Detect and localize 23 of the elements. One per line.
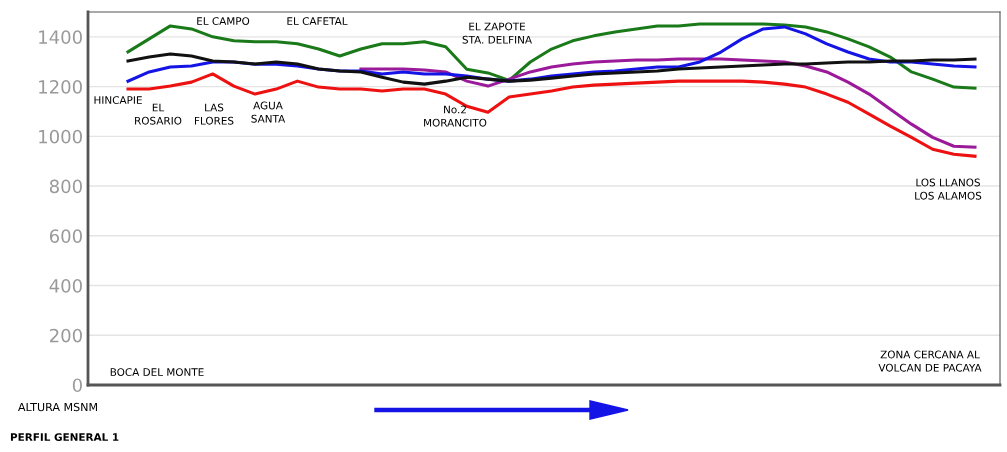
y-tick-label: 600 <box>49 229 82 243</box>
y-tick-label: 200 <box>50 328 82 343</box>
y-tick-label: 800 <box>49 179 82 194</box>
y-tick-label: 1400 <box>39 30 82 44</box>
y-axis-title: ALTURA MSNM <box>18 402 97 412</box>
annotation: EL CAFETAL <box>287 17 348 26</box>
line-series <box>359 57 977 149</box>
annotation: BOCA DEL MONTE <box>110 368 204 377</box>
annotation: LAS FLORES <box>195 103 234 125</box>
annotation: EL CAMPO <box>197 17 250 26</box>
annotation: No.2 MORANCITO <box>424 105 487 127</box>
annotation: ZONA CERCANA AL VOLCAN DE PACAYA <box>878 350 982 372</box>
y-tick-label: 1200 <box>39 80 82 94</box>
y-tick-label: 400 <box>49 278 82 293</box>
annotation: HINCAPIE <box>94 96 142 105</box>
y-tick-label: 0 <box>72 378 82 393</box>
annotation: EL ROSARIO <box>135 103 182 125</box>
text: PERFIL GENERAL 1 <box>10 433 119 442</box>
y-tick-label: 1000 <box>39 129 82 144</box>
line-series <box>126 52 977 86</box>
annotation: AGUA SANTA <box>251 101 286 123</box>
annotation: EL ZAPOTE STA. DELFINA <box>462 22 532 44</box>
annotation: LOS LLANOS LOS ALAMOS <box>915 178 982 200</box>
